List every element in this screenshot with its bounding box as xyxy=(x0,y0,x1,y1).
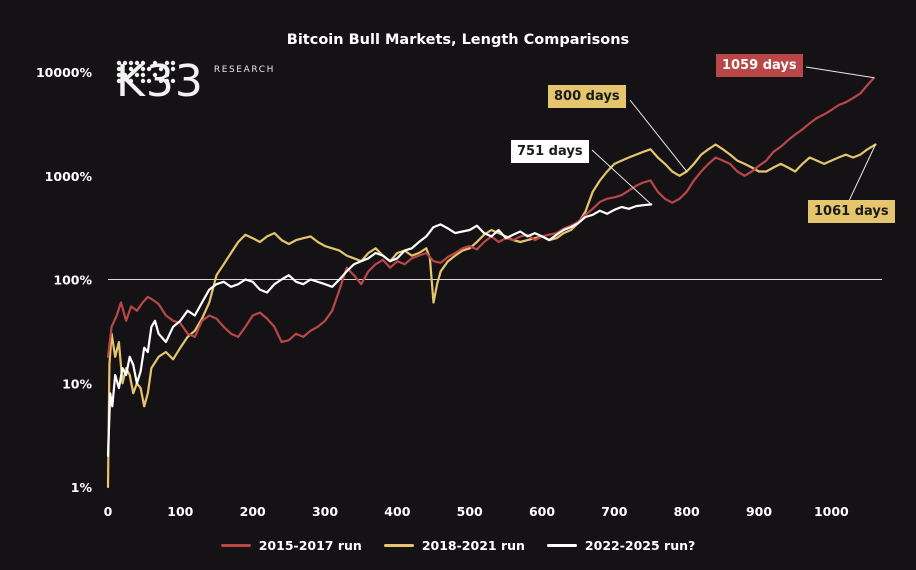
legend-item-2022-2025: 2022-2025 run? xyxy=(546,538,696,553)
chart-legend: 2015-2017 run 2018-2021 run 2022-2025 ru… xyxy=(0,538,916,553)
legend-item-2015-2017: 2015-2017 run xyxy=(220,538,362,553)
legend-item-2018-2021: 2018-2021 run xyxy=(383,538,525,553)
x-tick-label: 100 xyxy=(167,504,193,519)
y-tick-label: 1% xyxy=(71,480,93,495)
x-tick-label: 700 xyxy=(601,504,627,519)
y-tick-label: 100% xyxy=(53,273,92,288)
callout-751-days: 751 days xyxy=(511,140,589,163)
x-tick-label: 0 xyxy=(104,504,113,519)
callout-800-days: 800 days xyxy=(548,85,626,108)
y-tick-label: 10% xyxy=(62,376,92,391)
legend-label-2018-2021: 2018-2021 run xyxy=(421,538,525,553)
series-line-2018-2021 xyxy=(106,143,877,489)
leader-line-751 xyxy=(591,149,652,205)
x-tick-label: 800 xyxy=(674,504,700,519)
legend-swatch-gold xyxy=(383,544,414,547)
leader-line-800 xyxy=(629,99,688,172)
leader-line-1059 xyxy=(805,66,875,79)
series-line-2015-2017 xyxy=(106,76,876,358)
series-line-2022-2025 xyxy=(106,203,653,457)
legend-swatch-white xyxy=(546,544,577,547)
legend-label-2022-2025: 2022-2025 run? xyxy=(584,538,696,553)
x-tick-label: 500 xyxy=(457,504,483,519)
legend-swatch-red xyxy=(220,544,251,547)
legend-label-2015-2017: 2015-2017 run xyxy=(258,538,362,553)
x-tick-label: 900 xyxy=(746,504,772,519)
x-tick-label: 200 xyxy=(240,504,266,519)
logo-dots-icon xyxy=(116,60,176,84)
x-tick-label: 400 xyxy=(384,504,410,519)
chart-title: Bitcoin Bull Markets, Length Comparisons xyxy=(287,32,629,48)
x-tick-label: 1000 xyxy=(814,504,849,519)
callout-1061-days: 1061 days xyxy=(808,200,895,223)
leader-line-1061 xyxy=(847,144,876,204)
y-tick-label: 1000% xyxy=(45,169,93,184)
logo-right: RESEARCH xyxy=(116,60,275,84)
callout-1059-days: 1059 days xyxy=(716,54,803,77)
k33-logo: K33 RESEARCH xyxy=(116,60,275,106)
x-tick-label: 600 xyxy=(529,504,555,519)
y-tick-label: 10000% xyxy=(36,65,92,80)
x-tick-label: 300 xyxy=(312,504,338,519)
logo-subtitle: RESEARCH xyxy=(213,65,275,75)
